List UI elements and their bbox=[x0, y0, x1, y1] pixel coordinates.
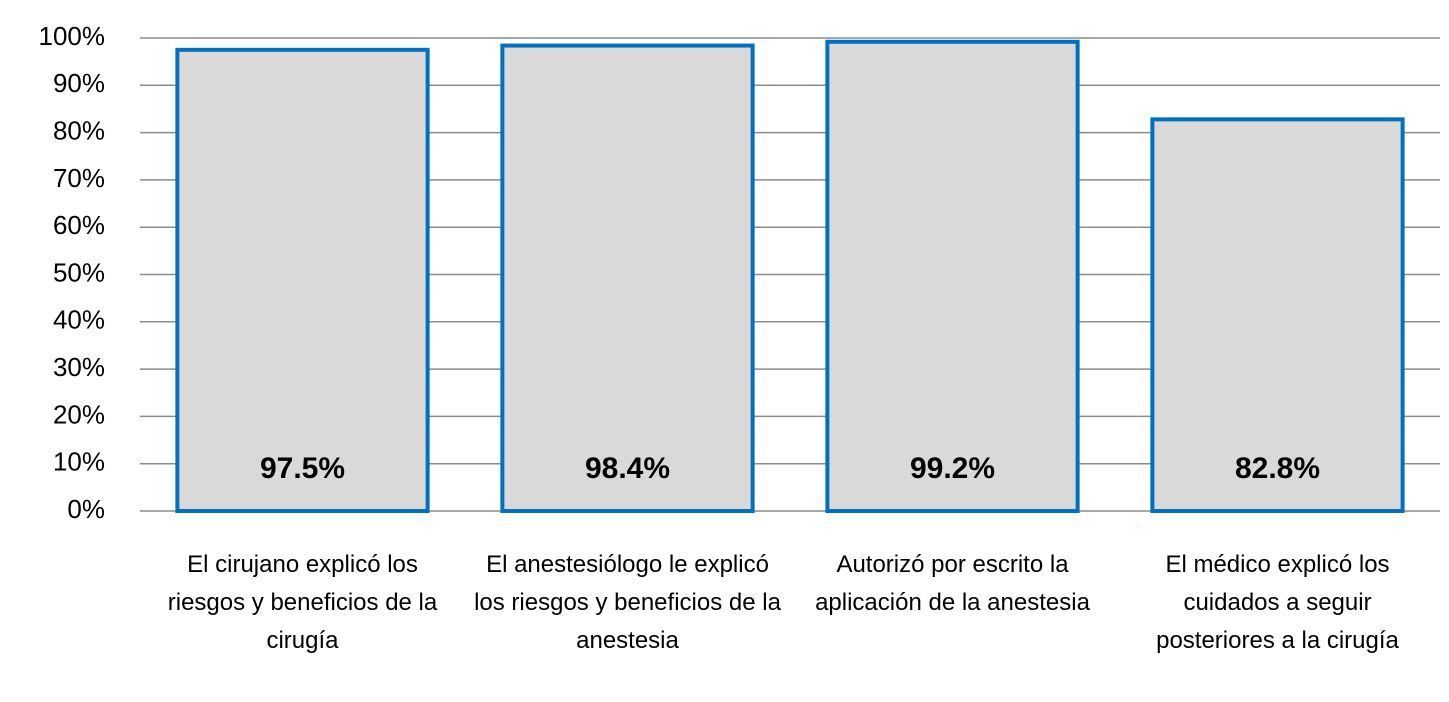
bar bbox=[500, 43, 755, 514]
bar bbox=[1150, 117, 1405, 514]
value-label: 97.5% bbox=[260, 452, 345, 485]
y-tick-label: 50% bbox=[53, 257, 105, 287]
y-tick-label: 40% bbox=[53, 305, 105, 335]
y-tick-label: 70% bbox=[53, 163, 105, 193]
bar bbox=[175, 47, 430, 513]
y-tick-label: 10% bbox=[53, 447, 105, 477]
y-tick-label: 80% bbox=[53, 115, 105, 145]
x-tick-label: El médico explicó los cuidados a seguir … bbox=[1156, 551, 1399, 654]
value-label: 82.8% bbox=[1235, 452, 1320, 485]
y-tick-label: 20% bbox=[53, 399, 105, 429]
value-label: 99.2% bbox=[910, 452, 995, 485]
y-tick-label: 100% bbox=[39, 21, 106, 51]
y-tick-label: 90% bbox=[53, 68, 105, 98]
y-tick-label: 60% bbox=[53, 210, 105, 240]
bar bbox=[825, 39, 1080, 514]
x-tick-label: Autorizó por escrito la aplicación de la… bbox=[815, 551, 1090, 616]
y-tick-label: 30% bbox=[53, 352, 105, 382]
y-tick-label: 0% bbox=[67, 494, 105, 524]
x-tick-label: El cirujano explicó los riesgos y benefi… bbox=[167, 551, 438, 654]
value-label: 98.4% bbox=[585, 452, 670, 485]
x-tick-label: El anestesiólogo le explicó los riesgos … bbox=[474, 551, 781, 654]
